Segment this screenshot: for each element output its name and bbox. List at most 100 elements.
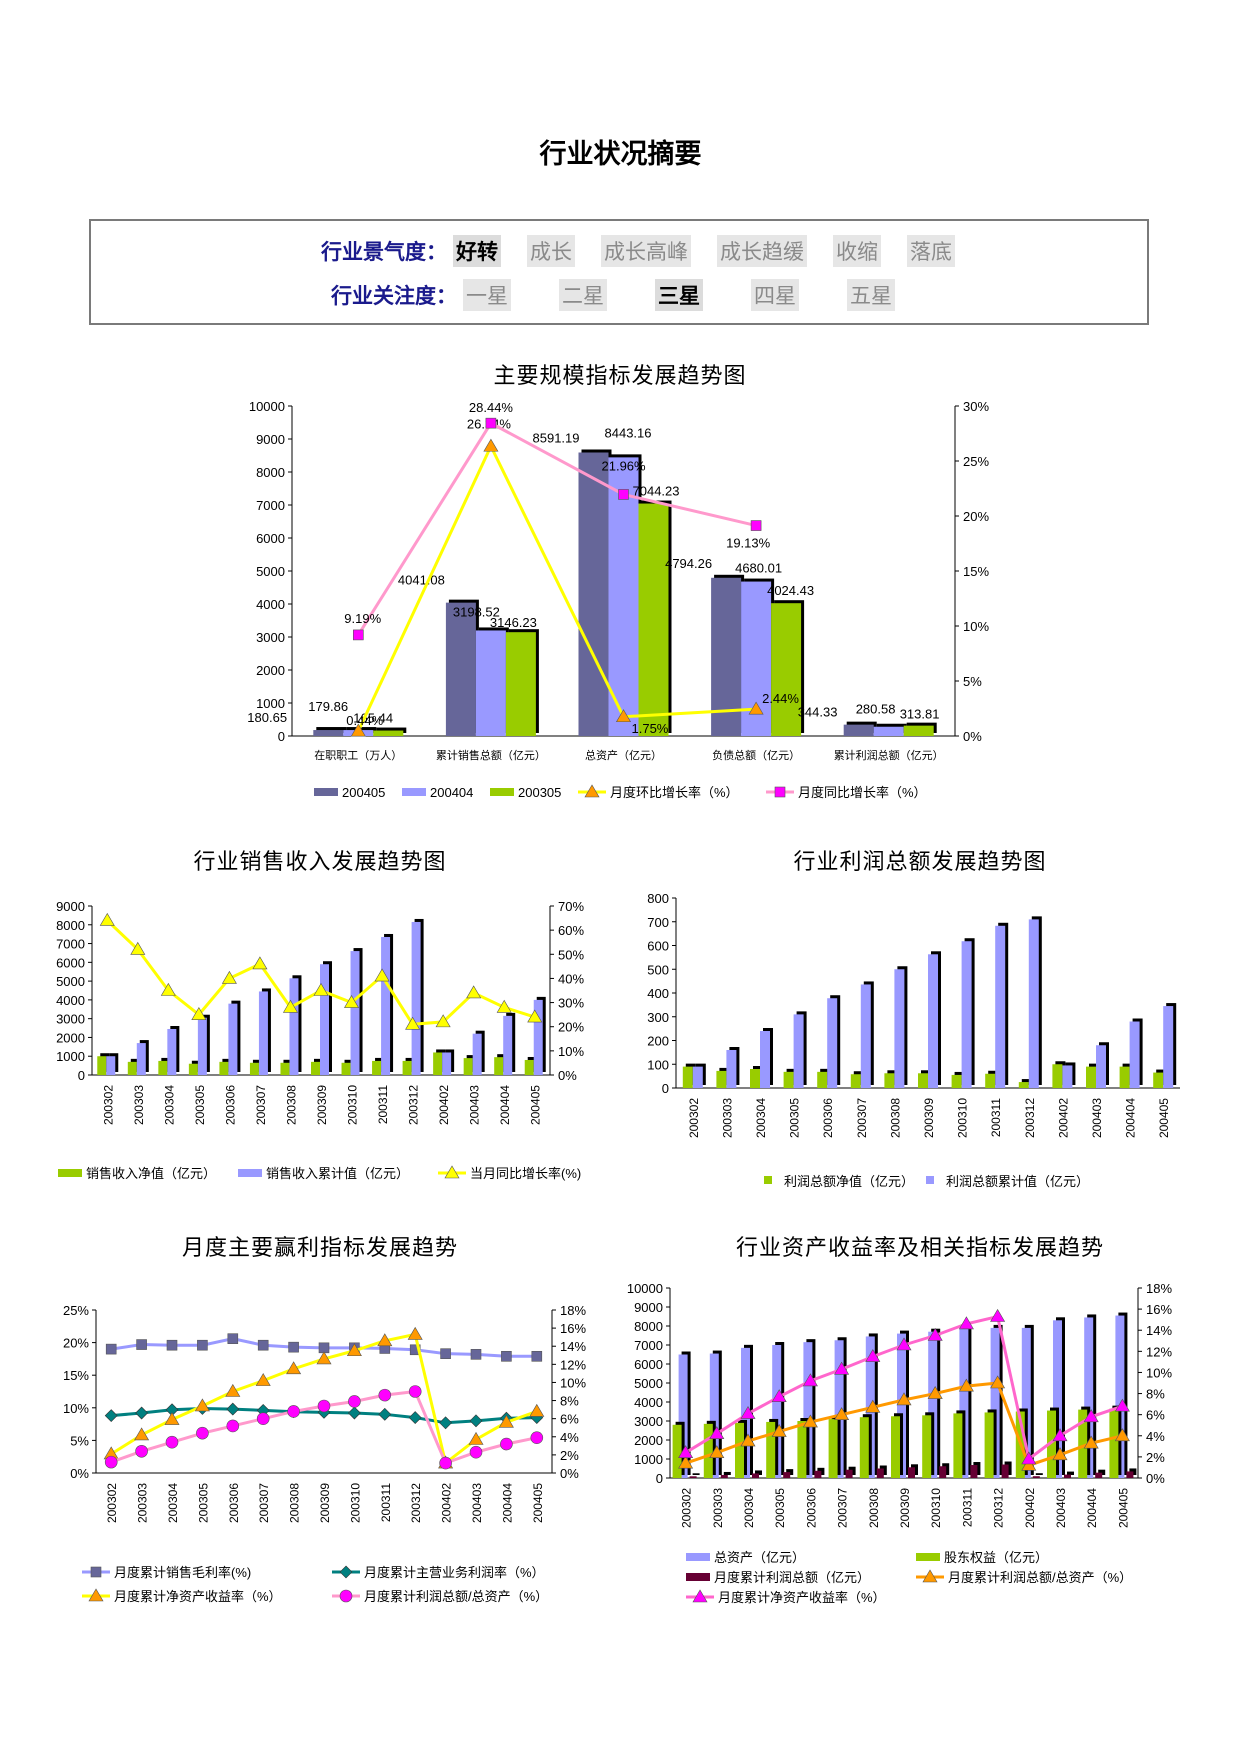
marker-月度累计主营业务利润率（%） [226, 1402, 240, 1416]
y-tick-label: 5000 [256, 564, 285, 579]
marker-月度累计利润总额/总资产（%） [378, 1388, 392, 1402]
data-label: 28.44% [469, 400, 514, 415]
bar-assets [928, 1331, 938, 1478]
x-tick-label: 200404 [498, 1085, 512, 1125]
bar-profit [876, 1468, 884, 1478]
x-tick-label: 200312 [409, 1483, 423, 1523]
x-tick-label: 200403 [468, 1085, 482, 1125]
y-tick-label: 6000 [634, 1357, 663, 1372]
bar-net [1119, 1066, 1130, 1088]
legend-200404-swatch [402, 788, 426, 796]
legend-ratio-marker [339, 1589, 353, 1603]
x-tick-label: 200403 [1090, 1098, 1104, 1138]
bar-assets [959, 1328, 969, 1478]
data-label: 9.19% [344, 611, 381, 626]
marker-月度同比增长率（%） [750, 520, 762, 531]
marker-月度累计利润总额/总资产（%） [104, 1455, 118, 1469]
legend-200405-label: 200405 [342, 785, 385, 800]
x-tick-label: 200310 [346, 1085, 360, 1125]
bar-profit [1095, 1472, 1103, 1478]
x-tick-label: 200309 [318, 1483, 332, 1523]
y2-tick-label: 16% [560, 1321, 586, 1336]
bar-net [280, 1062, 290, 1075]
x-tick-label: 200312 [992, 1488, 1006, 1528]
bar-equity [828, 1419, 838, 1478]
x-tick-label: 总资产（亿元） [585, 748, 662, 762]
marker-月度累计利润总额/总资产（%） [469, 1445, 483, 1459]
marker-月度累计利润总额/总资产（%） [1021, 1457, 1037, 1471]
legend-net-label: 利润总额净值（亿元） [784, 1174, 914, 1189]
y-tick-label: 2000 [256, 663, 285, 678]
bar-cum [533, 999, 543, 1075]
marker-月度累计净资产收益率（%） [346, 1343, 362, 1357]
boom-option: 好转 [453, 235, 501, 267]
bar-assets [709, 1353, 719, 1478]
y-tick-label: 8000 [634, 1319, 663, 1334]
bar-cum [1129, 1021, 1140, 1088]
legend-200405-swatch [314, 788, 338, 796]
marker-月度累计主营业务利润率（%） [135, 1406, 149, 1420]
y2-tick-label: 16% [1146, 1302, 1172, 1317]
bar-cum [106, 1056, 116, 1075]
profit-chart: 0 100 200 300 400 500 600 700 800 200302 200303 200… [647, 891, 1180, 1189]
y2-tick-label: 30% [963, 399, 989, 414]
boom-options: 好转 成长 成长高峰 成长趋缓 收缩 落底 [453, 235, 955, 267]
marker-月度累计利润总额/总资产（%） [709, 1445, 725, 1458]
page-title: 行业状况摘要 [539, 139, 702, 170]
bar-200405 [578, 452, 609, 736]
x-tick-label: 200303 [136, 1483, 150, 1523]
x-tick-label: 200307 [855, 1098, 869, 1138]
boom-label: 行业景气度： [321, 239, 447, 264]
bar-equity [735, 1422, 744, 1478]
marker-月度累计净资产收益率（%） [194, 1398, 210, 1412]
x-tick-label: 累计利润总额（亿元） [834, 748, 944, 762]
status-box: 行业景气度： 好转 成长 成长高峰 成长趋缓 收缩 落底 行业关注度： 一星 二星 三星 四星 五… [89, 219, 1149, 325]
bar-200405 [843, 724, 874, 736]
bar-200305-shadow [376, 727, 407, 733]
bar-cum [503, 1015, 513, 1075]
marker-月度累计净资产收益率（%） [1083, 1409, 1099, 1423]
marker-月度同比增长率（%） [352, 629, 364, 641]
bar-profit-shadow [1035, 1473, 1043, 1475]
bar-net [433, 1052, 443, 1075]
bar-cum [442, 1052, 452, 1075]
marker-月度累计销售毛利率(%) [227, 1333, 239, 1344]
y-tick-label: 2000 [56, 1030, 85, 1045]
x-tick-label: 200305 [196, 1483, 210, 1523]
marker-月度累计利润总额/总资产（%） [530, 1431, 544, 1444]
bar-cum [320, 964, 329, 1075]
bar-profit [908, 1467, 915, 1478]
marker-月度累计利润总额/总资产（%） [439, 1456, 452, 1470]
y-tick-label: 9000 [56, 899, 85, 914]
bar-cum [860, 984, 871, 1088]
marker-月度同比增长率（%） [618, 489, 629, 500]
bar-assets [678, 1354, 688, 1478]
bar-equity [1047, 1410, 1056, 1478]
marker-月度累计净资产收益率（%） [164, 1411, 180, 1425]
bar-net [188, 1063, 198, 1075]
margin-chart: 0% 5% 10% 15% 20% 25% 0% 2% 4% 6% 8% 10% 12% 14% 16% 18… [63, 1303, 586, 1604]
y2-tick-label: 70% [558, 899, 584, 914]
legend-roe-label: 月度累计净资产收益率（%） [718, 1590, 886, 1605]
marker-月度累计利润总额/总资产（%） [256, 1412, 270, 1425]
x-tick-label: 200305 [788, 1098, 802, 1138]
bar-profit [752, 1473, 759, 1478]
marker-月度累计净资产收益率（%） [286, 1361, 302, 1375]
y-tick-label: 20% [63, 1336, 89, 1351]
bar-200405-shadow [316, 727, 347, 733]
bar-profit [1001, 1464, 1009, 1478]
bar-200305 [373, 730, 404, 736]
bar-cum [961, 941, 972, 1088]
bar-equity [1109, 1408, 1119, 1478]
marker-月度累计主营业务利润率（%） [347, 1406, 361, 1420]
assets-chart: 0 1000 2000 3000 4000 5000 6000 7000 8000 9000 100… [627, 1281, 1173, 1605]
bar-equity [984, 1412, 994, 1478]
bar-cum [167, 1028, 177, 1075]
bar-net [750, 1069, 760, 1088]
chart-title-profit: 行业利润总额发展趋势图 [793, 850, 1047, 875]
marker-月度累计利润总额/总资产（%） [927, 1385, 943, 1399]
legend-net-swatch [58, 1169, 82, 1177]
legend-200305-swatch [490, 788, 514, 796]
legend-yoy-marker [444, 1165, 460, 1179]
data-label: 4680.01 [735, 561, 782, 576]
